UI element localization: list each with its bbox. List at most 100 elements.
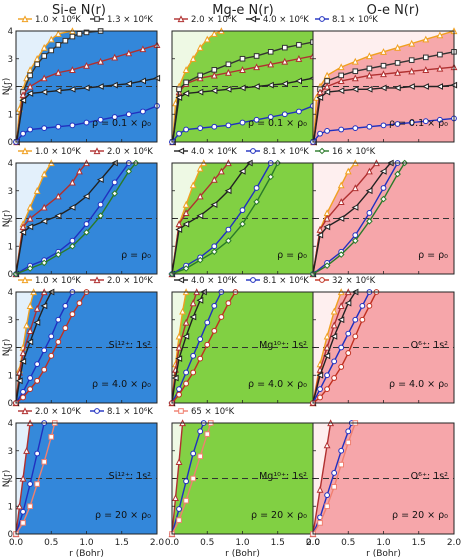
data-point (83, 221, 90, 227)
legend-label: 65 × 10⁶K (191, 407, 235, 417)
data-point (323, 262, 331, 269)
data-point (379, 84, 387, 92)
data-point (316, 485, 324, 493)
data-point (351, 57, 359, 65)
series-line (15, 162, 137, 275)
data-point (211, 243, 218, 250)
data-point (26, 90, 34, 97)
y-tick-label: 2 (8, 344, 13, 354)
x-tick-label: 0.5 (341, 538, 355, 548)
data-point (27, 375, 34, 381)
ion-label: Si¹²⁺: 1s² (109, 340, 152, 351)
x-tick-label: 1.5 (412, 538, 426, 548)
density-label: ρ = 20 × ρ₀ (95, 510, 151, 521)
panel-r3-c1: ρ = 20 × ρ₀ Mg¹⁰⁺: 1s² 0.0 0.5 1.0 1.5 2.0 r (B… (165, 419, 320, 558)
data-point (295, 55, 303, 62)
data-point (41, 347, 48, 354)
data-point (408, 67, 416, 75)
data-point (238, 84, 246, 92)
data-point (62, 302, 69, 309)
data-point (422, 35, 430, 43)
data-point (33, 187, 41, 194)
data-point (97, 201, 104, 208)
data-point (337, 181, 345, 189)
data-point (69, 33, 76, 40)
data-point (189, 313, 197, 321)
data-point (83, 229, 90, 236)
data-point (352, 232, 359, 239)
data-point (111, 53, 119, 61)
data-point (139, 77, 146, 85)
data-point (345, 428, 352, 435)
data-point (40, 259, 48, 267)
legend-label: 2.0 × 10⁶K (191, 15, 237, 25)
legend-label: 1.0 × 10⁶K (35, 276, 81, 286)
data-point (19, 96, 27, 104)
data-point (76, 167, 83, 175)
data-point (204, 341, 211, 348)
data-point (380, 62, 387, 69)
data-point (183, 380, 190, 387)
legend-item: 4.0 × 10⁶K (246, 15, 309, 25)
data-point (365, 52, 373, 60)
data-point (197, 125, 204, 132)
legend-marker (21, 15, 29, 23)
data-point (345, 350, 352, 356)
x-axis-label: r (Bohr) (366, 549, 401, 558)
data-point (139, 45, 147, 53)
data-point (26, 214, 34, 222)
data-point (26, 203, 34, 211)
data-point (366, 302, 373, 309)
data-point (267, 173, 275, 181)
x-tick-label: 0.0 (9, 538, 24, 548)
legend-item: 65 × 10⁶K (174, 407, 235, 417)
data-point (323, 223, 331, 231)
density-label: ρ = 4.0 × ρ₀ (389, 379, 448, 390)
density-label: ρ = 4.0 × ρ₀ (248, 379, 307, 390)
x-tick-label: 0.5 (44, 538, 58, 548)
data-point (204, 319, 211, 326)
legend-label: 32 × 10⁶K (332, 276, 376, 286)
data-point (196, 192, 204, 200)
y-tick-label: 1 (8, 110, 13, 120)
data-point (253, 185, 260, 191)
data-point (54, 192, 62, 200)
panel-r1-c0: ρ = ρ₀ 0 1 2 3 4 N(r) (2, 159, 158, 280)
data-point (352, 316, 359, 323)
panel-r1-c1: ρ = ρ₀ (168, 159, 314, 278)
data-point (351, 184, 359, 192)
data-point (407, 83, 415, 90)
data-point (189, 299, 197, 307)
data-point (437, 116, 443, 123)
legend-marker (177, 276, 185, 284)
panel-r2-c0: ρ = 4.0 × ρ₀ Si¹²⁺: 1s² 0 1 2 3 4 N(r) (2, 288, 158, 409)
legend-item: 2.0 × 10⁶K (18, 407, 81, 417)
data-point (217, 167, 225, 175)
data-point (26, 265, 34, 272)
data-point (34, 361, 41, 368)
data-point (352, 125, 359, 132)
x-tick-label: 1.0 (376, 538, 391, 548)
data-point (111, 190, 119, 197)
data-point (197, 336, 204, 343)
data-point (331, 484, 337, 490)
y-tick-label: 1 (8, 242, 13, 252)
data-point (26, 327, 34, 334)
data-point (26, 82, 34, 90)
legend-marker (94, 16, 100, 22)
data-point (110, 81, 118, 89)
data-point (366, 217, 373, 225)
data-point (337, 198, 345, 205)
data-point (295, 77, 302, 85)
legend-label: 2.0 × 10⁶K (107, 276, 153, 286)
data-point (40, 170, 48, 178)
data-point (140, 108, 146, 115)
data-point (171, 374, 179, 382)
y-tick-label: 3 (8, 447, 13, 457)
data-point (62, 37, 69, 44)
data-point (211, 123, 218, 130)
data-point (183, 126, 190, 133)
x-tick-label: 2.0 (447, 538, 462, 548)
data-point (331, 470, 338, 476)
